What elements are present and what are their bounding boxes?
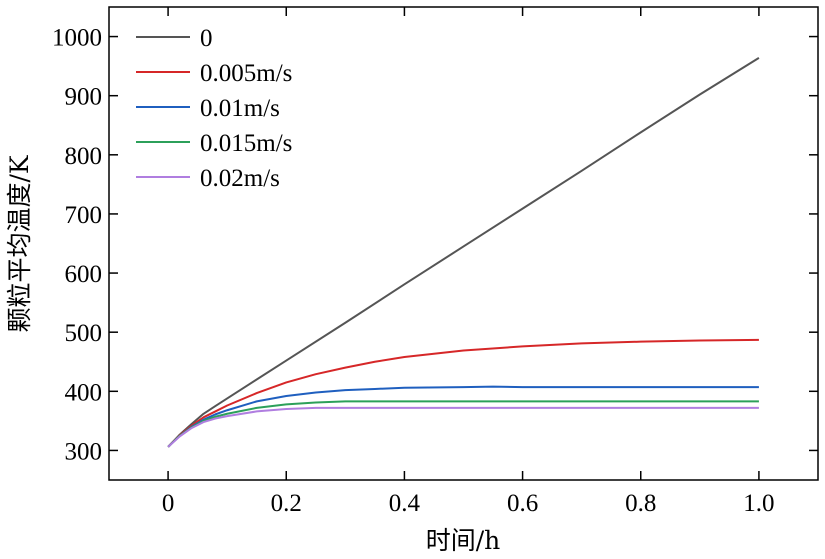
legend: 0 0.005m/s 0.01m/s 0.015m/s 0.02m/s xyxy=(136,25,292,192)
x-tick-label: 0 xyxy=(162,490,175,517)
y-tick-label: 500 xyxy=(65,320,103,347)
series-line-0 xyxy=(167,57,760,448)
x-axis-title: 时间/h xyxy=(426,526,501,555)
series-line-1 xyxy=(167,338,759,448)
x-tick-label: 0.6 xyxy=(507,490,538,517)
axes-frame xyxy=(108,6,819,481)
legend-label-3: 0.015m/s xyxy=(200,130,292,157)
x-tick-label: 0.4 xyxy=(389,490,421,517)
y-axis-title: 颗粒平均温度/K xyxy=(5,154,34,332)
y-tick-label: 800 xyxy=(65,143,103,170)
legend-label-1: 0.005m/s xyxy=(200,60,292,87)
y-tick-label: 300 xyxy=(65,438,103,465)
y-tick-label: 400 xyxy=(65,379,103,406)
series-line-2 xyxy=(167,385,759,448)
x-tick-label: 0.8 xyxy=(625,490,656,517)
x-tick-label: 1.0 xyxy=(743,490,774,517)
plot-border xyxy=(108,6,819,481)
legend-label-4: 0.02m/s xyxy=(200,165,280,192)
x-tick-label: 0.2 xyxy=(271,490,302,517)
ticks: 0 0.2 0.4 0.6 0.8 1.0 300 400 500 600 700 800 900 100… xyxy=(52,7,818,517)
series-line-4 xyxy=(167,406,759,448)
plot-lines xyxy=(167,57,760,448)
y-tick-label: 600 xyxy=(65,261,103,288)
y-tick-label: 1000 xyxy=(52,25,102,52)
legend-label-0: 0 xyxy=(200,25,213,52)
y-tick-label: 700 xyxy=(65,202,103,229)
y-tick-label: 900 xyxy=(65,84,103,111)
legend-label-2: 0.01m/s xyxy=(200,95,280,122)
